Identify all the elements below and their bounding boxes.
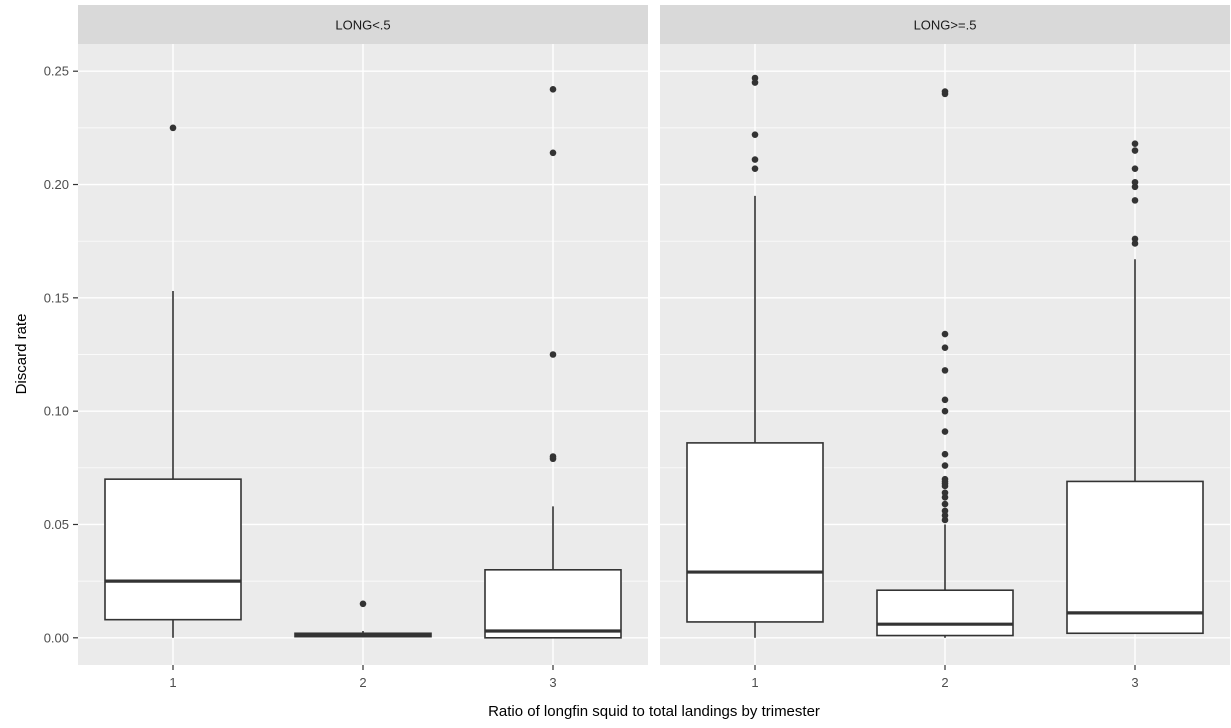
y-tick-label: 0.00 (44, 630, 69, 645)
box-iqr (876, 589, 1014, 637)
outlier-point (751, 79, 759, 86)
outlier-point (359, 600, 367, 608)
outlier-point (941, 450, 949, 458)
outlier-point (169, 124, 177, 132)
outlier-point (941, 330, 949, 338)
x-axis-title: Ratio of longfin squid to total landings… (488, 703, 820, 720)
outlier-point (941, 475, 949, 483)
outlier-point (751, 165, 759, 172)
outlier-point (1131, 140, 1139, 148)
x-tick-label: 1 (751, 675, 758, 690)
outlier-point (549, 86, 557, 93)
outlier-point (1131, 178, 1139, 186)
box-2 (294, 600, 432, 638)
x-tick-label: 3 (549, 675, 556, 690)
y-tick-label: 0.05 (44, 517, 69, 532)
outlier-point (941, 512, 949, 519)
outlier-point (549, 149, 557, 157)
facet-panel-2: LONG>=.5 (660, 5, 1230, 665)
outlier-point (941, 500, 949, 508)
facet-strip-label: LONG>=.5 (914, 18, 977, 33)
box-iqr (1066, 480, 1204, 635)
outlier-point (1131, 147, 1139, 154)
outlier-point (549, 453, 557, 460)
facet-strip-label: LONG<.5 (335, 18, 390, 33)
outlier-point (941, 462, 949, 469)
outlier-point (941, 507, 949, 515)
outlier-point (941, 367, 949, 374)
outlier-point (1131, 183, 1139, 191)
outlier-point (751, 74, 759, 82)
box-1 (686, 74, 824, 638)
box-iqr (686, 442, 824, 623)
x-tick-label: 3 (1131, 675, 1138, 690)
y-tick-label: 0.10 (44, 404, 69, 419)
box-iqr (484, 569, 622, 639)
outlier-point (751, 131, 759, 138)
outlier-point (941, 407, 949, 415)
outlier-point (751, 156, 759, 163)
y-tick-label: 0.25 (44, 64, 69, 79)
outlier-point (941, 493, 949, 501)
facet-strip (78, 5, 648, 44)
box-2 (876, 88, 1014, 638)
outlier-point (941, 516, 949, 524)
facet-panel-1: LONG<.5 (78, 5, 648, 665)
outlier-point (1131, 235, 1139, 243)
y-tick-label: 0.15 (44, 290, 69, 305)
outlier-point (941, 344, 949, 352)
outlier-point (941, 428, 949, 435)
box-1 (104, 124, 242, 638)
box-3 (1066, 140, 1204, 635)
outlier-point (549, 351, 557, 358)
outlier-point (941, 88, 949, 95)
outlier-point (1131, 240, 1139, 247)
outlier-point (941, 396, 949, 404)
outlier-point (941, 489, 949, 497)
box-3 (484, 86, 622, 639)
outlier-point (1131, 165, 1139, 172)
x-tick-label: 2 (359, 675, 366, 690)
outlier-point (1131, 197, 1139, 204)
x-tick-label: 1 (169, 675, 176, 690)
box-iqr (104, 478, 242, 621)
y-tick-label: 0.20 (44, 177, 69, 192)
x-tick-label: 2 (941, 675, 948, 690)
y-axis-title: Discard rate (13, 314, 30, 395)
facet-strip (660, 5, 1230, 44)
